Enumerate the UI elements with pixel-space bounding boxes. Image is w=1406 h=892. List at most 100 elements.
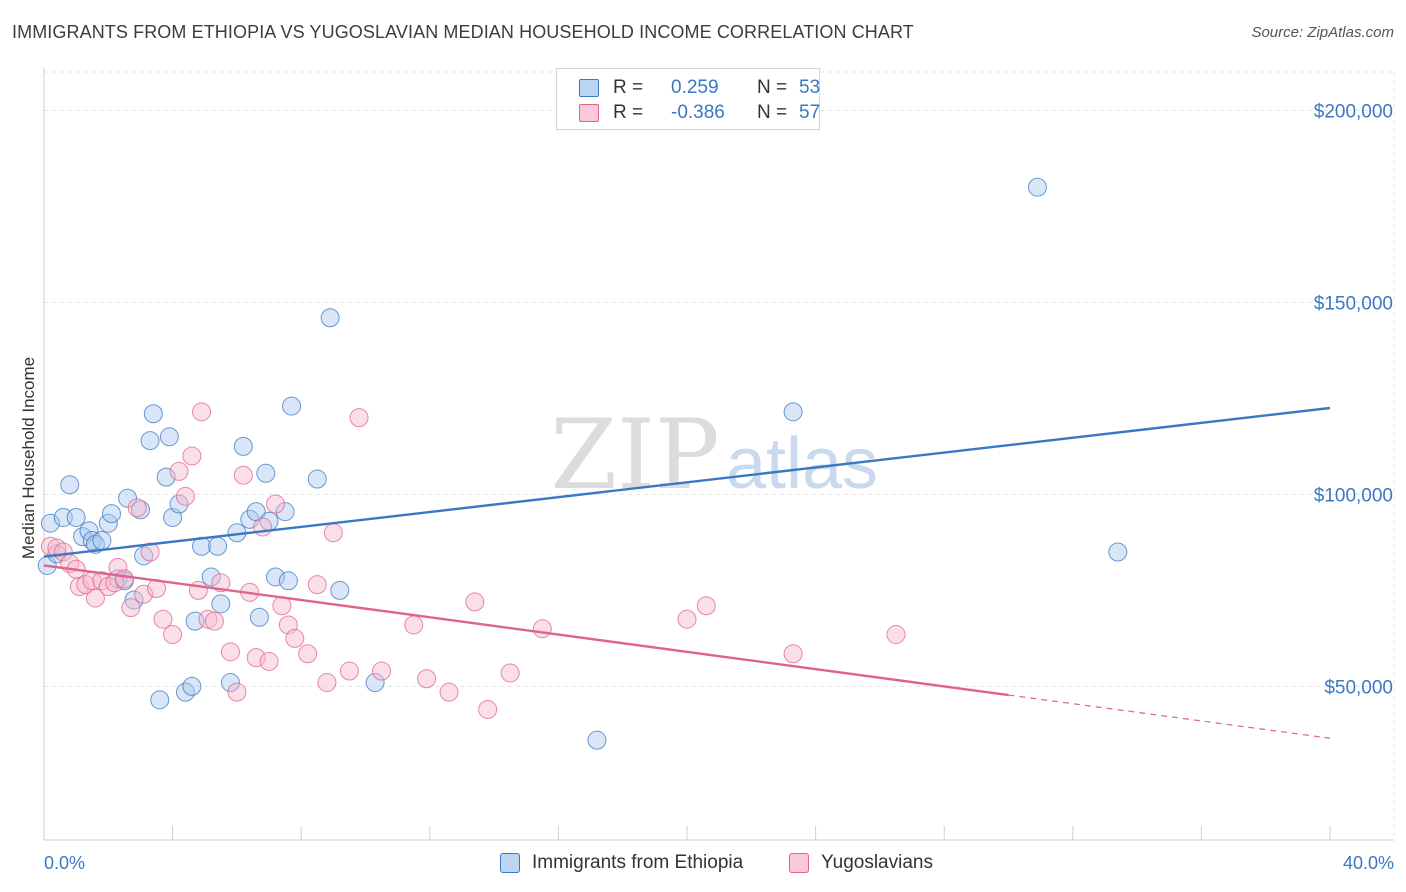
y-tick-label: $150,000 <box>1314 293 1393 314</box>
legend-swatch-ethiopia <box>579 79 599 97</box>
data-point <box>118 488 138 508</box>
data-point <box>92 530 112 550</box>
data-point <box>417 669 437 689</box>
data-point <box>220 673 240 693</box>
data-point <box>275 502 295 522</box>
data-point <box>677 609 697 629</box>
data-point <box>169 461 189 481</box>
data-point <box>278 571 298 591</box>
axis-labels: $50,000 $100,000 $150,000 $200,000 0.0% 40.0% <box>44 101 1394 873</box>
data-point <box>404 615 424 635</box>
legend-n-label: N = <box>757 77 788 98</box>
data-point <box>211 594 231 614</box>
data-point <box>307 575 327 595</box>
data-point <box>143 404 163 424</box>
x-tick-label: 40.0% <box>1343 853 1394 873</box>
data-point <box>140 542 160 562</box>
data-point <box>249 607 269 627</box>
data-point <box>317 673 337 693</box>
data-point <box>298 644 318 664</box>
data-point <box>211 573 231 593</box>
legend-r-label: R = <box>613 102 644 123</box>
data-point <box>159 427 179 447</box>
data-point <box>330 580 350 600</box>
data-point <box>246 648 266 668</box>
trend-line-extension <box>1008 694 1331 739</box>
data-point <box>1027 177 1047 197</box>
data-point <box>259 651 279 671</box>
data-point <box>320 308 340 328</box>
data-point <box>465 592 485 612</box>
series-legend: Immigrants from Ethiopia Yugoslavians <box>0 852 1406 878</box>
data-point <box>1108 542 1128 562</box>
data-point <box>227 682 247 702</box>
data-point <box>150 690 170 710</box>
y-axis-label: Median Household Income <box>19 357 38 559</box>
data-point <box>783 644 803 664</box>
data-point <box>233 436 253 456</box>
trend-lines <box>43 406 1331 739</box>
data-point <box>175 486 195 506</box>
data-point <box>365 673 385 693</box>
legend-n-label: N = <box>757 102 788 123</box>
data-point <box>500 663 520 683</box>
trend-line-ethiopia <box>43 406 1331 558</box>
data-point <box>153 609 173 629</box>
source-credit: Source: ZipAtlas.com <box>1251 24 1394 41</box>
data-point <box>66 507 86 527</box>
data-point <box>40 513 60 533</box>
legend-n-value: 57 <box>799 102 821 123</box>
data-point <box>198 609 218 629</box>
data-point <box>323 523 343 543</box>
series-label-yugoslavians: Yugoslavians <box>821 852 933 873</box>
data-point <box>124 590 144 610</box>
data-point <box>587 730 607 750</box>
data-point <box>233 465 253 485</box>
data-point <box>478 699 498 719</box>
data-point <box>192 402 212 422</box>
data-point <box>140 431 160 451</box>
data-point <box>285 628 305 648</box>
data-point <box>82 530 102 550</box>
data-point <box>204 611 224 631</box>
legend-r-value: 0.259 <box>671 77 719 98</box>
data-point <box>156 467 176 487</box>
y-tick-label: $50,000 <box>1324 677 1393 698</box>
data-point <box>256 463 276 483</box>
points <box>37 177 1128 750</box>
data-point <box>182 446 202 466</box>
data-point <box>121 598 141 618</box>
data-point <box>532 619 552 639</box>
axes <box>43 68 1394 841</box>
legend-r-label: R = <box>613 77 644 98</box>
data-point <box>783 402 803 422</box>
data-point <box>60 475 80 495</box>
data-point <box>105 573 125 593</box>
data-point <box>339 661 359 681</box>
series-ethiopia-points <box>37 177 1128 750</box>
data-point <box>188 580 208 600</box>
data-point <box>127 498 147 518</box>
series-swatch-ethiopia <box>500 853 520 873</box>
data-point <box>85 588 105 608</box>
chart-title: IMMIGRANTS FROM ETHIOPIA VS YUGOSLAVIAN … <box>12 22 914 42</box>
data-point <box>886 625 906 645</box>
x-tick-label: 0.0% <box>44 853 85 873</box>
data-point <box>265 494 285 514</box>
data-point <box>253 517 273 537</box>
legend-n-value: 53 <box>799 77 821 98</box>
y-tick-label: $100,000 <box>1314 485 1393 506</box>
data-point <box>372 661 392 681</box>
data-point <box>53 542 73 562</box>
data-point <box>163 625 183 645</box>
data-point <box>134 584 154 604</box>
data-point <box>208 536 228 556</box>
watermark-zip: ZIP <box>550 399 719 511</box>
series-label-ethiopia: Immigrants from Ethiopia <box>532 852 744 873</box>
legend-swatch-yugoslavians <box>579 104 599 122</box>
series-yugoslavians-points <box>40 402 906 719</box>
data-point <box>114 569 134 589</box>
data-point <box>265 567 285 587</box>
data-point <box>349 408 369 428</box>
legend-r-value: -0.386 <box>671 102 725 123</box>
